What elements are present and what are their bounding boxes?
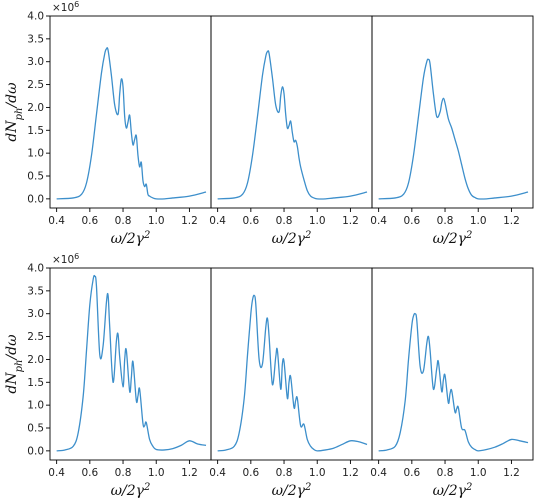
y-tick-label: 4.0	[27, 263, 44, 275]
x-tick-label: 0.4	[48, 467, 65, 479]
y-axis-label: dNph/dω	[4, 334, 25, 394]
x-tick-label: 0.4	[48, 215, 65, 227]
spectrum-line	[217, 294, 368, 452]
panel-r2-c2: 0.4 0.6 0.8 1.0 1.2 ω/2γ2	[209, 267, 373, 500]
x-axis-label: ω/2γ2	[111, 482, 151, 500]
y-offset-text: ×106	[52, 252, 79, 267]
spectrum-line	[56, 274, 207, 452]
x-tick-label: 0.8	[276, 215, 293, 227]
x-tick-label: 1.2	[342, 467, 359, 479]
panel-r2-c1: 0.4 0.6 0.8 1.0 1.2 ω/2γ2 0.0 0.5 1.0 1.5 2.0 2.5 3.…	[4, 252, 212, 500]
y-tick-label: 3.0	[27, 308, 44, 320]
axes-frame	[210, 15, 373, 209]
x-axis-label: ω/2γ2	[433, 230, 473, 248]
x-tick-label: 1.0	[309, 467, 326, 479]
axes-frame	[371, 15, 534, 209]
y-tick-label: 2.5	[27, 79, 44, 91]
panel-r2-c3: 0.4 0.6 0.8 1.0 1.2 ω/2γ2	[370, 267, 534, 500]
x-tick-label: 0.8	[115, 467, 132, 479]
x-tick-label: 0.8	[115, 215, 132, 227]
x-tick-label: 0.6	[403, 467, 420, 479]
y-tick-label: 0.5	[27, 423, 44, 435]
x-tick-label: 1.0	[148, 215, 165, 227]
x-tick-label: 0.8	[437, 467, 454, 479]
y-tick-label: 3.5	[27, 33, 44, 45]
y-tick-label: 1.0	[27, 148, 44, 160]
x-tick-label: 0.4	[370, 467, 387, 479]
x-tick-label: 1.0	[309, 215, 326, 227]
x-tick-label: 1.2	[503, 215, 520, 227]
y-tick-label: 1.5	[27, 377, 44, 389]
x-tick-label: 0.6	[403, 215, 420, 227]
spectrum-line	[378, 58, 529, 200]
x-tick-label: 0.4	[209, 467, 226, 479]
x-axis-label: ω/2γ2	[433, 482, 473, 500]
y-axis-label: dNph/dω	[4, 82, 25, 142]
x-tick-label: 1.2	[342, 215, 359, 227]
x-tick-label: 1.2	[181, 215, 198, 227]
x-axis-label: ω/2γ2	[272, 482, 312, 500]
y-tick-label: 4.0	[27, 11, 44, 23]
y-tick-label: 2.5	[27, 331, 44, 343]
panel-r1-c1: 0.4 0.6 0.8 1.0 1.2 ω/2γ2 0.0 0.5 1.0 1.5 2.0 2.5 3.…	[4, 0, 212, 248]
x-tick-label: 0.6	[81, 467, 98, 479]
x-axis-label: ω/2γ2	[111, 230, 151, 248]
y-tick-label: 3.5	[27, 285, 44, 297]
x-tick-label: 1.0	[148, 467, 165, 479]
y-tick-label: 1.5	[27, 125, 44, 137]
y-tick-label: 0.0	[27, 445, 44, 457]
axes-frame	[49, 267, 212, 461]
x-tick-label: 0.8	[276, 467, 293, 479]
x-tick-label: 0.6	[242, 215, 259, 227]
x-tick-label: 1.0	[470, 467, 487, 479]
x-tick-label: 0.8	[437, 215, 454, 227]
y-tick-label: 2.0	[27, 102, 44, 114]
x-tick-label: 0.4	[209, 215, 226, 227]
axes-frame	[210, 267, 373, 461]
x-tick-label: 0.6	[81, 215, 98, 227]
spectrum-line	[217, 50, 368, 200]
axes-frame	[49, 15, 212, 209]
y-tick-label: 0.0	[27, 193, 44, 205]
x-axis-label: ω/2γ2	[272, 230, 312, 248]
y-tick-label: 3.0	[27, 56, 44, 68]
y-offset-text: ×106	[52, 0, 79, 14]
panel-r1-c2: 0.4 0.6 0.8 1.0 1.2 ω/2γ2	[209, 15, 373, 248]
x-tick-label: 0.4	[370, 215, 387, 227]
y-tick-label: 0.5	[27, 171, 44, 183]
y-tick-label: 2.0	[27, 354, 44, 366]
y-tick-label: 1.0	[27, 400, 44, 412]
x-tick-label: 1.0	[470, 215, 487, 227]
spectrum-line	[56, 47, 207, 200]
axes-frame	[371, 267, 534, 461]
panel-r1-c3: 0.4 0.6 0.8 1.0 1.2 ω/2γ2	[370, 15, 534, 248]
x-tick-label: 1.2	[181, 467, 198, 479]
x-tick-label: 1.2	[503, 467, 520, 479]
spectrum-line	[378, 312, 529, 452]
x-tick-label: 0.6	[242, 467, 259, 479]
